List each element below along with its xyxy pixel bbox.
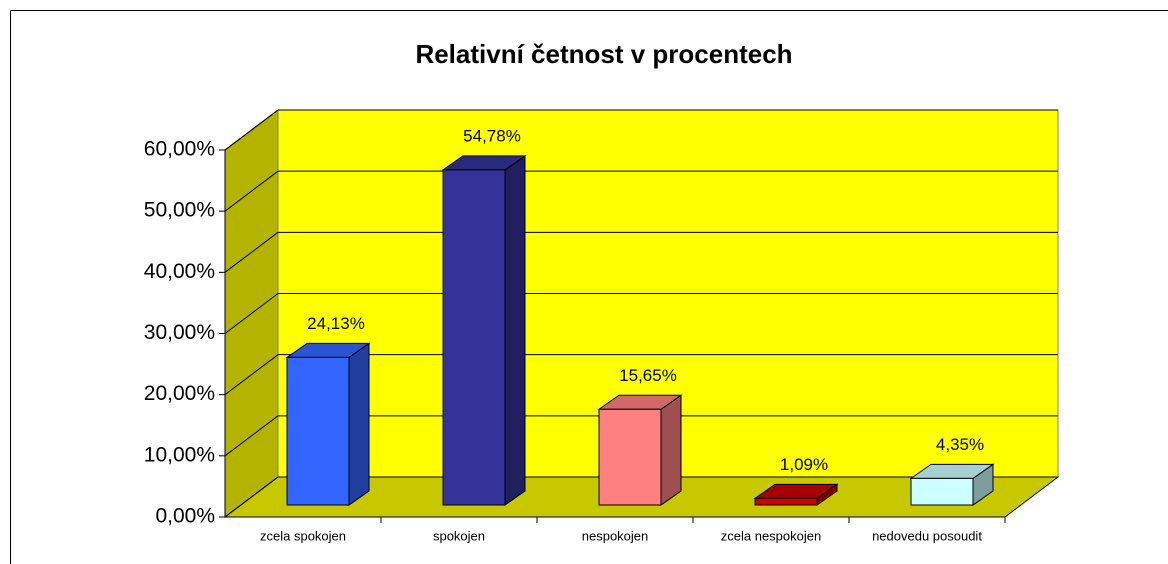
chart-title: Relativní četnost v procentech xyxy=(415,39,792,69)
bar xyxy=(442,169,506,506)
bar-side xyxy=(504,154,526,506)
x-tick-label: nespokojen xyxy=(582,528,649,543)
value-label: 4,35% xyxy=(936,435,984,454)
x-tick-label: spokojen xyxy=(433,528,485,543)
y-tick-label: 20,00% xyxy=(144,382,215,405)
bar xyxy=(598,408,662,506)
value-label: 15,65% xyxy=(619,366,677,385)
value-label: 1,09% xyxy=(780,455,828,474)
bar xyxy=(754,497,818,506)
value-label: 54,78% xyxy=(463,126,521,145)
x-tick-label: nedovedu posoudit xyxy=(872,528,982,543)
bar-side xyxy=(660,394,682,506)
y-tick-label: 10,00% xyxy=(144,443,215,466)
y-tick-label: 40,00% xyxy=(144,260,215,283)
bar-side xyxy=(348,342,370,506)
grid-line xyxy=(224,476,279,518)
y-tick-label: 60,00% xyxy=(144,138,215,161)
x-tick-label: zcela nespokojen xyxy=(721,528,821,543)
bar xyxy=(286,356,350,506)
grid-line xyxy=(224,170,279,212)
y-tick-label: 50,00% xyxy=(144,199,215,222)
bar xyxy=(910,477,974,506)
grid-line xyxy=(224,293,279,334)
value-label: 24,13% xyxy=(307,314,365,333)
grid-line xyxy=(224,109,279,151)
x-tick-label: zcela spokojen xyxy=(260,528,346,543)
grid-line xyxy=(224,354,279,396)
y-tick-label: 0,00% xyxy=(155,505,215,528)
grid-line xyxy=(224,231,279,273)
y-tick-label: 30,00% xyxy=(144,321,215,344)
grid-line xyxy=(224,415,279,457)
